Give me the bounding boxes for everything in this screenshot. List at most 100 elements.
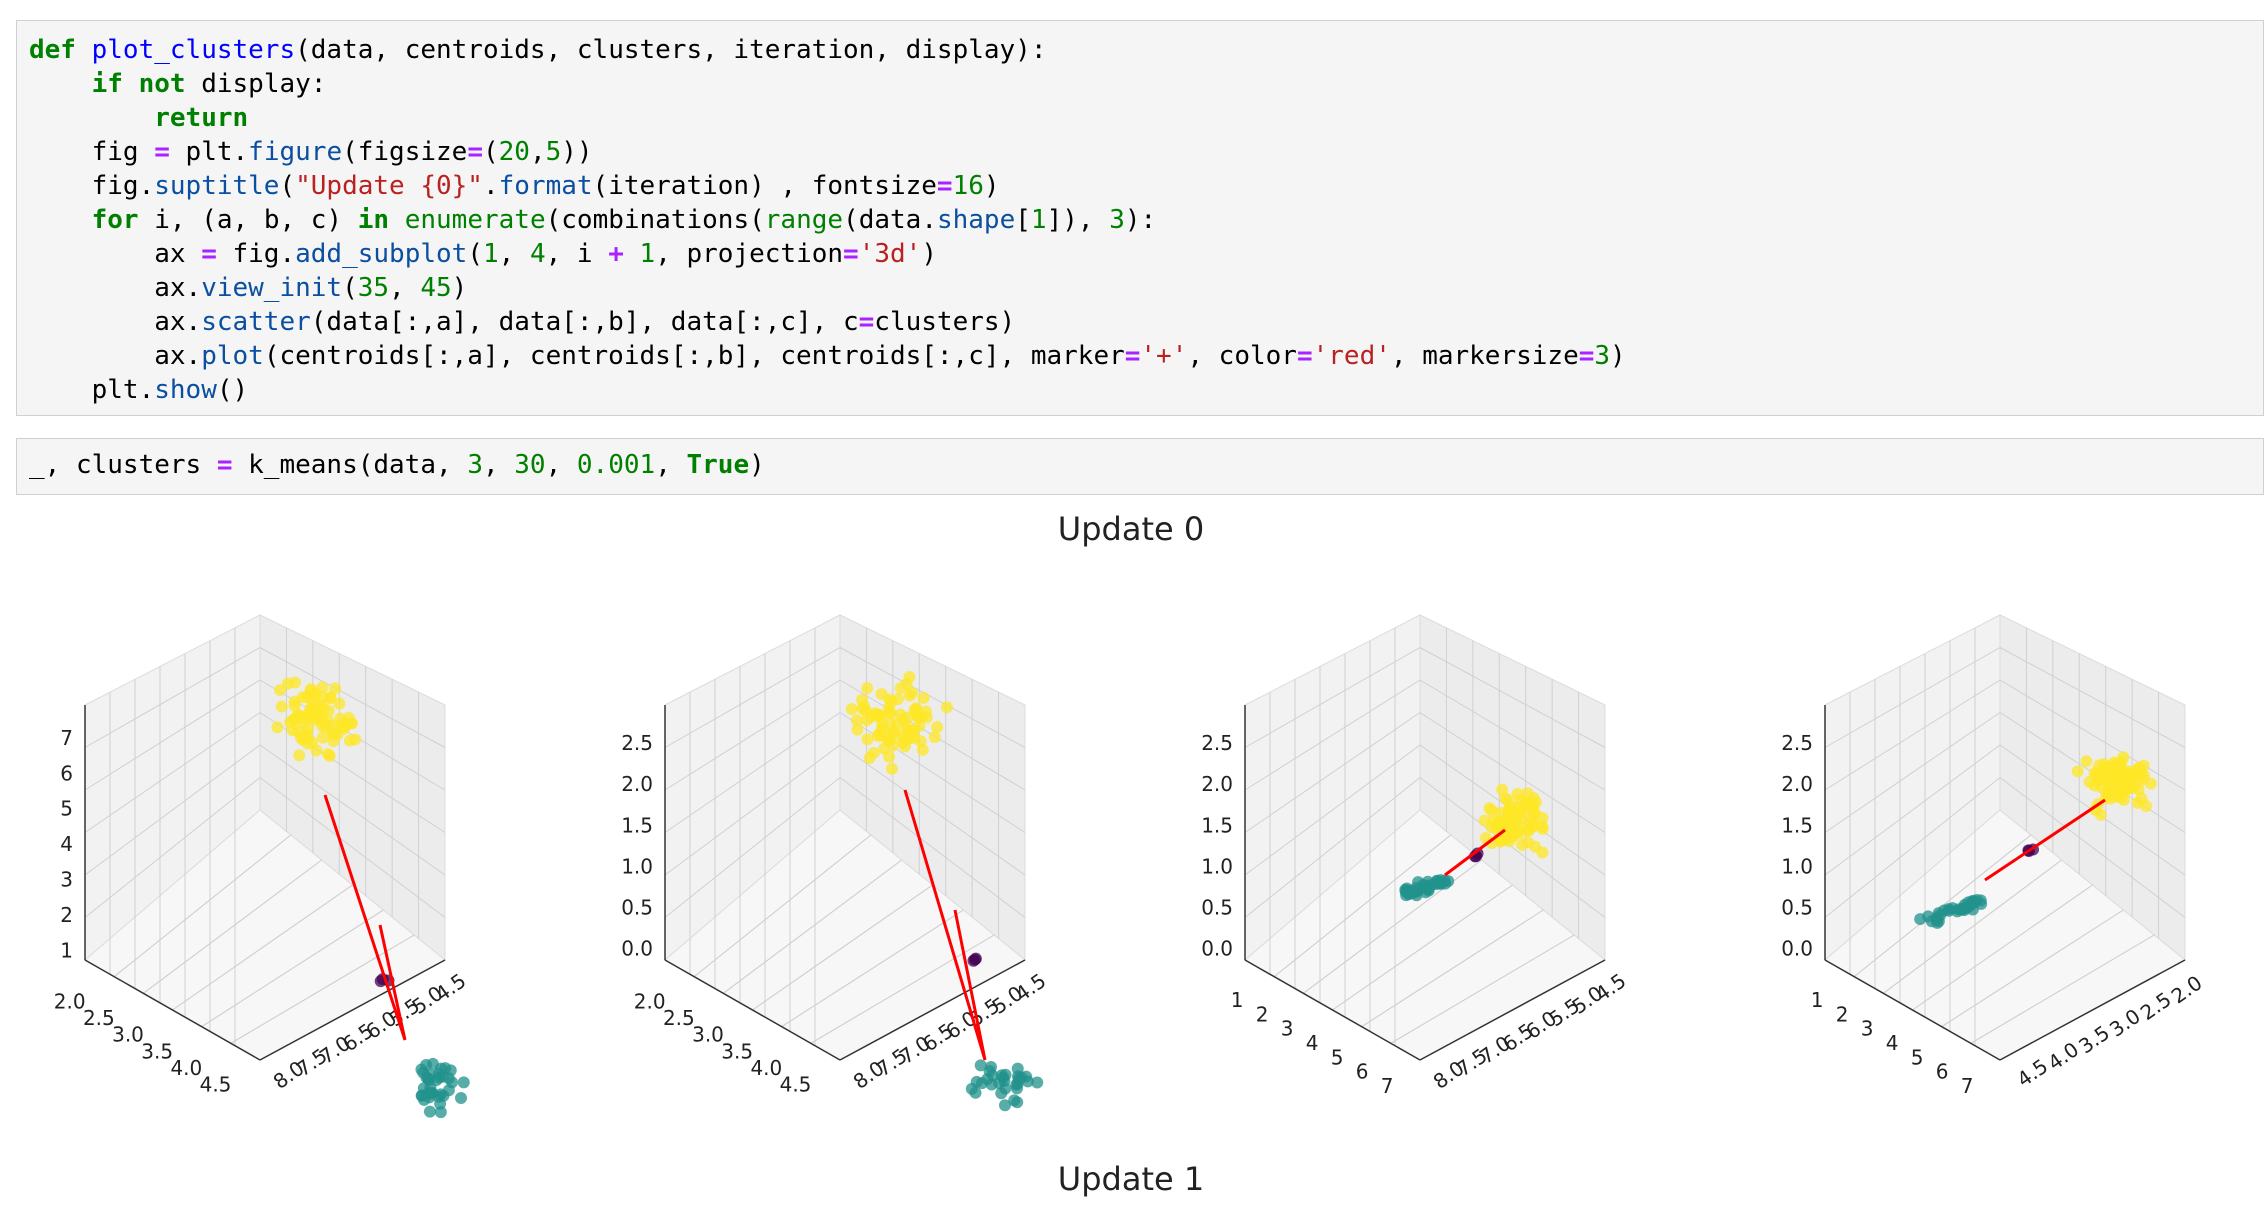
grid-line <box>664 647 841 748</box>
data-point-yellow <box>1503 835 1516 848</box>
data-point-yellow <box>343 734 356 747</box>
code-token: for <box>91 205 139 235</box>
grid-line <box>1244 647 1421 748</box>
z-tick-label: 1.5 <box>621 813 653 837</box>
code-token: (centroids[:,a], centroids[:,b], centroi… <box>263 341 1125 371</box>
grid-line <box>1824 744 2001 876</box>
x-tick-label: 4 <box>1306 1031 1319 1055</box>
code-token: if <box>91 69 123 99</box>
data-point-yellow <box>1516 838 1529 851</box>
code-token: enumerate <box>404 205 546 235</box>
z-tick-label: 2.5 <box>621 731 653 755</box>
x-tick-label: 2.5 <box>663 1006 695 1030</box>
grid-line <box>664 777 841 918</box>
data-point-yellow <box>931 721 944 734</box>
code-token: shape <box>936 205 1016 235</box>
data-point-yellow <box>906 686 919 699</box>
scatter-3d-subplot-1: 12345672.02.53.03.54.04.54.55.05.56.06.5… <box>54 614 470 1119</box>
code-editor[interactable]: def plot_clusters(data, centroids, clust… <box>17 21 2263 407</box>
code-cell-plot-clusters[interactable]: def plot_clusters(data, centroids, clust… <box>16 20 2264 416</box>
z-tick-label: 1 <box>60 938 73 962</box>
grid-line <box>1999 679 2186 791</box>
x-tick-label: 2 <box>1836 1002 1849 1026</box>
data-point-teal <box>1914 913 1927 926</box>
data-point-yellow <box>2095 781 2108 794</box>
code-token: 45 <box>420 273 452 303</box>
data-point-yellow <box>863 751 876 764</box>
axis-line <box>1824 959 2001 1061</box>
code-token: = <box>936 171 953 201</box>
code-token <box>624 239 640 269</box>
axis-line <box>839 959 1026 1061</box>
code-token: 1 <box>1030 205 1047 235</box>
data-point-teal <box>995 1069 1008 1082</box>
centroid-path-line <box>903 789 987 1061</box>
data-point-yellow <box>306 736 319 749</box>
scatter-3d-subplot-3: 0.00.51.01.52.02.512345674.55.05.56.06.5… <box>1201 614 1630 1098</box>
grid-line <box>1970 934 2155 1044</box>
x-tick-label: 5 <box>1331 1045 1344 1069</box>
code-token: , color <box>1187 341 1297 371</box>
x-tick-label: 4.0 <box>170 1056 202 1080</box>
x-tick-label: 4.0 <box>750 1056 782 1080</box>
data-point-teal <box>1946 902 1959 915</box>
code-token: clusters) <box>874 307 1016 337</box>
code-token: , <box>389 273 421 303</box>
code-token: ( <box>482 137 499 167</box>
x-tick-label: 1 <box>1231 988 1244 1012</box>
grid-line <box>259 744 446 876</box>
code-token: 'red' <box>1312 341 1391 371</box>
x-tick-label: 2.0 <box>634 989 666 1013</box>
code-token: (figsize <box>342 137 468 167</box>
code-editor[interactable]: _, clusters = k_means(data, 3, 30, 0.001… <box>17 439 2263 482</box>
x-tick-label: 7 <box>1961 1074 1974 1098</box>
code-token: ( <box>279 171 296 201</box>
code-token: return <box>154 103 249 133</box>
code-token: True <box>686 450 750 480</box>
code-token: "Update {0}" <box>295 171 483 201</box>
grid-line <box>1419 647 1606 748</box>
code-token: , <box>482 450 515 480</box>
data-point-yellow <box>845 703 858 716</box>
data-point-yellow <box>2140 799 2153 812</box>
x-tick-label: 3.5 <box>141 1039 173 1063</box>
code-token: [ <box>1015 205 1031 235</box>
code-token: = <box>858 307 875 337</box>
code-token: '+' <box>1140 341 1188 371</box>
scatter-plot-row: 12345672.02.53.03.54.04.54.55.05.56.06.5… <box>54 614 2207 1119</box>
grid-line <box>1824 647 2001 748</box>
code-token: () <box>216 375 249 405</box>
grid-line <box>1419 777 1606 918</box>
code-token: (data[:,a], data[:,b], data[:,c], c <box>310 307 859 337</box>
data-point-yellow <box>316 731 329 744</box>
code-token: = <box>1296 341 1313 371</box>
data-point-yellow <box>2071 765 2084 778</box>
data-point-yellow <box>291 709 304 722</box>
code-token: 1 <box>639 239 656 269</box>
data-point-yellow <box>271 721 284 734</box>
code-cell-k-means[interactable]: _, clusters = k_means(data, 3, 30, 0.001… <box>16 438 2264 495</box>
code-token <box>29 103 154 133</box>
code-token: figure <box>248 137 343 167</box>
data-point-yellow <box>902 723 915 736</box>
data-point-yellow <box>1527 818 1540 831</box>
code-token <box>29 69 92 99</box>
grid-line <box>1419 712 1606 833</box>
code-token: 0.001 <box>576 450 656 480</box>
data-point-teal <box>974 1059 987 1072</box>
code-token: , projection <box>655 239 844 269</box>
code-token: = <box>216 450 233 480</box>
grid-line <box>1912 884 2093 1011</box>
code-token: ]), <box>1046 205 1110 235</box>
data-point-yellow <box>1536 811 1549 824</box>
z-tick-label: 2.5 <box>1201 731 1233 755</box>
code-token: 16 <box>952 171 984 201</box>
data-point-teal <box>999 1082 1012 1095</box>
code-token: = <box>154 137 170 167</box>
centroid-path-line <box>1444 828 1506 877</box>
data-point-teal <box>423 1105 436 1118</box>
code-token: 35 <box>357 273 390 303</box>
data-point-yellow <box>883 707 896 720</box>
code-token: ) <box>921 239 937 269</box>
data-point-yellow <box>1527 805 1540 818</box>
